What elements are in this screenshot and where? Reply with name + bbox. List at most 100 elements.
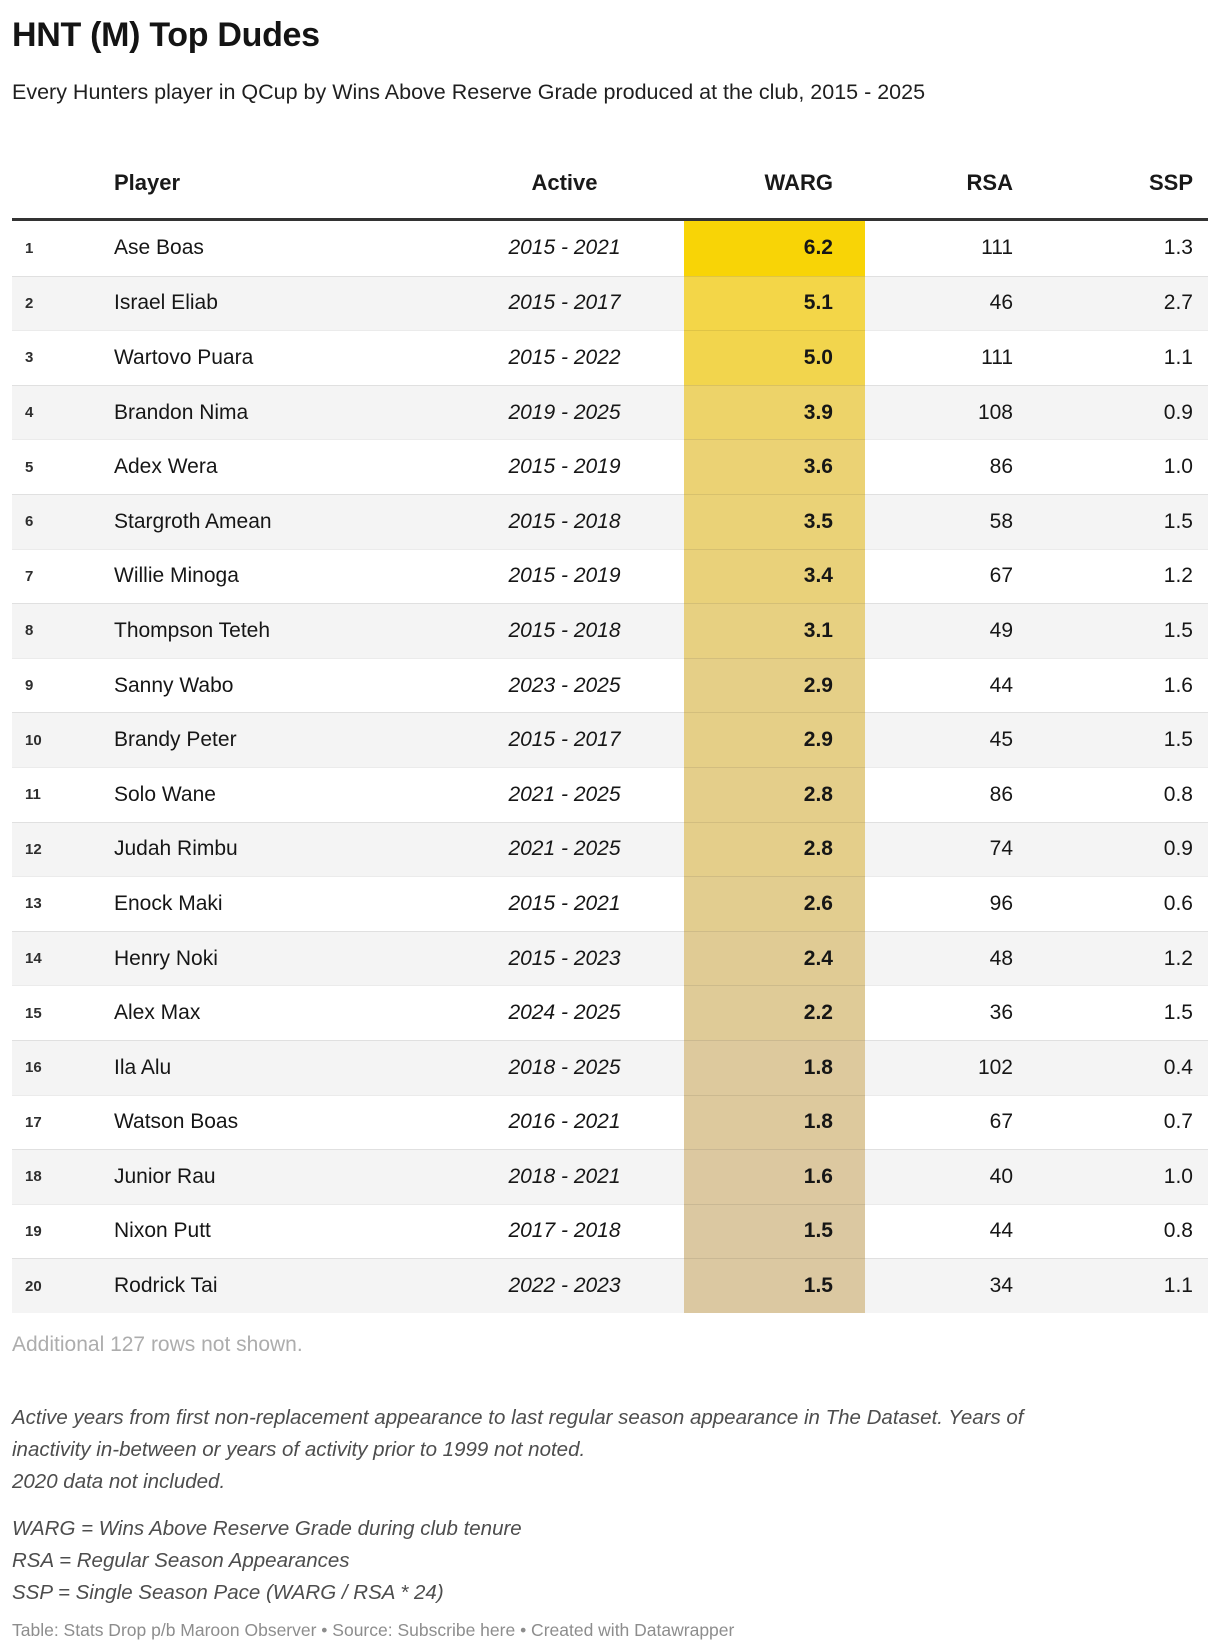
rank-cell: 4	[12, 384, 95, 440]
player-cell: Wartovo Puara	[95, 330, 445, 385]
header-ssp: SSP	[1148, 170, 1193, 195]
active-years-cell: 2015 - 2018	[445, 493, 684, 549]
ssp-cell: 1.2	[1043, 548, 1208, 604]
player-cell: Brandy Peter	[95, 712, 445, 767]
rsa-cell: 67	[865, 1094, 1043, 1150]
ssp-cell: 0.8	[1043, 766, 1208, 822]
table-row: 20 Rodrick Tai 2022 - 2023 1.5 34 1.1	[12, 1258, 1208, 1313]
ssp-cell: 1.0	[1043, 1149, 1208, 1204]
table-row: 13 Enock Maki 2015 - 2021 2.6 96 0.6	[12, 876, 1208, 931]
table-row: 11 Solo Wane 2021 - 2025 2.8 86 0.8	[12, 766, 1208, 822]
rsa-cell: 96	[865, 876, 1043, 931]
warg-cell: 2.8	[684, 821, 865, 877]
warg-cell: 3.4	[684, 548, 865, 604]
player-cell: Ase Boas	[114, 236, 204, 260]
abbrev-warg: WARG = Wins Above Reserve Grade during c…	[12, 1516, 522, 1540]
active-years-cell: 2016 - 2021	[445, 1094, 684, 1150]
player-cell: Stargroth Amean	[95, 493, 445, 549]
warg-cell: 2.4	[684, 930, 865, 986]
player-cell: Ila Alu	[95, 1039, 445, 1095]
rank-cell: 16	[12, 1039, 95, 1095]
rsa-cell: 49	[865, 603, 1043, 658]
player-cell: Brandon Nima	[95, 384, 445, 440]
page-subtitle: Every Hunters player in QCup by Wins Abo…	[12, 80, 926, 104]
active-years-cell: 2015 - 2019	[445, 548, 684, 604]
rank-cell: 20	[12, 1258, 95, 1313]
table-row: 8 Thompson Teteh 2015 - 2018 3.1 49 1.5	[12, 603, 1208, 658]
active-years-cell: 2021 - 2025	[445, 821, 684, 877]
rsa-cell: 74	[865, 821, 1043, 877]
warg-cell: 5.0	[684, 330, 865, 385]
footnote-active-years: Active years from first non-replacement …	[12, 1405, 1024, 1461]
table-row: 6 Stargroth Amean 2015 - 2018 3.5 58 1.5	[12, 493, 1208, 549]
rank-cell: 17	[12, 1094, 95, 1150]
ssp-cell: 1.1	[1043, 1258, 1208, 1313]
rank-cell: 8	[12, 603, 95, 658]
table-row: 19 Nixon Putt 2017 - 2018 1.5 44 0.8	[12, 1203, 1208, 1259]
player-cell: Rodrick Tai	[95, 1258, 445, 1313]
rsa-cell: 40	[865, 1149, 1043, 1204]
rank-cell: 11	[12, 766, 95, 822]
ssp-cell: 0.9	[1043, 821, 1208, 877]
warg-cell: 3.6	[684, 439, 865, 494]
table-header-row: Player Active WARG RSA SSP	[12, 146, 1208, 221]
rank-cell: 1	[25, 239, 34, 257]
warg-cell: 3.5	[684, 493, 865, 549]
warg-cell: 1.6	[684, 1149, 865, 1204]
table-caption: Table: Stats Drop p/b Maroon Observer • …	[12, 1618, 1208, 1642]
player-cell: Enock Maki	[95, 876, 445, 931]
warg-cell: 1.8	[684, 1039, 865, 1095]
rsa-cell: 108	[865, 384, 1043, 440]
rsa-cell: 48	[865, 930, 1043, 986]
rsa-cell: 67	[865, 548, 1043, 604]
footnote-block: Active years from first non-replacement …	[12, 1402, 1208, 1498]
ssp-cell: 0.4	[1043, 1039, 1208, 1095]
active-years-cell: 2019 - 2025	[445, 384, 684, 440]
ssp-cell: 1.5	[1043, 603, 1208, 658]
active-years-cell: 2024 - 2025	[445, 985, 684, 1040]
table-row: 16 Ila Alu 2018 - 2025 1.8 102 0.4	[12, 1039, 1208, 1095]
ssp-cell: 0.8	[1043, 1203, 1208, 1259]
table-row: 18 Junior Rau 2018 - 2021 1.6 40 1.0	[12, 1149, 1208, 1204]
header-warg: WARG	[764, 170, 833, 195]
ssp-cell: 1.1	[1043, 330, 1208, 385]
active-years-cell: 2015 - 2023	[445, 930, 684, 986]
rsa-cell: 46	[865, 275, 1043, 331]
rank-cell: 18	[12, 1149, 95, 1204]
table-row: 5 Adex Wera 2015 - 2019 3.6 86 1.0	[12, 439, 1208, 494]
header-player: Player	[114, 170, 181, 195]
warg-cell: 6.2	[684, 221, 865, 276]
rank-cell: 14	[12, 930, 95, 986]
warg-cell: 5.1	[684, 275, 865, 331]
table-row: 1 Ase Boas 2015 - 2021 6.2 111 1.3	[12, 221, 1208, 276]
ssp-cell: 1.5	[1043, 985, 1208, 1040]
source-link[interactable]: Subscribe here	[397, 1619, 516, 1640]
rsa-cell: 111	[865, 330, 1043, 385]
abbrev-ssp: SSP = Single Season Pace (WARG / RSA * 2…	[12, 1580, 444, 1604]
active-years-cell: 2022 - 2023	[445, 1258, 684, 1313]
additional-rows-note: Additional 127 rows not shown.	[12, 1332, 303, 1356]
ssp-cell: 1.5	[1043, 493, 1208, 549]
ssp-cell: 0.9	[1043, 384, 1208, 440]
table-row: 3 Wartovo Puara 2015 - 2022 5.0 111 1.1	[12, 330, 1208, 385]
caption-prefix: Table: Stats Drop p/b Maroon Observer • …	[12, 1619, 398, 1640]
table-row: 14 Henry Noki 2015 - 2023 2.4 48 1.2	[12, 930, 1208, 986]
rsa-cell: 102	[865, 1039, 1043, 1095]
rank-cell: 10	[12, 712, 95, 767]
table-row: 15 Alex Max 2024 - 2025 2.2 36 1.5	[12, 985, 1208, 1040]
active-years-cell: 2015 - 2022	[445, 330, 684, 385]
active-years-cell: 2018 - 2025	[445, 1039, 684, 1095]
rank-cell: 7	[12, 548, 95, 604]
player-cell: Junior Rau	[95, 1149, 445, 1204]
warg-cell: 2.9	[684, 712, 865, 767]
ssp-cell: 1.5	[1043, 712, 1208, 767]
rsa-cell: 45	[865, 712, 1043, 767]
warg-cell: 1.5	[684, 1258, 865, 1313]
player-cell: Judah Rimbu	[95, 821, 445, 877]
player-cell: Watson Boas	[95, 1094, 445, 1150]
rsa-cell: 86	[865, 766, 1043, 822]
warg-cell: 2.6	[684, 876, 865, 931]
player-cell: Israel Eliab	[95, 275, 445, 331]
abbreviations-block: WARG = Wins Above Reserve Grade during c…	[12, 1513, 1208, 1609]
ssp-cell: 1.6	[1043, 657, 1208, 713]
